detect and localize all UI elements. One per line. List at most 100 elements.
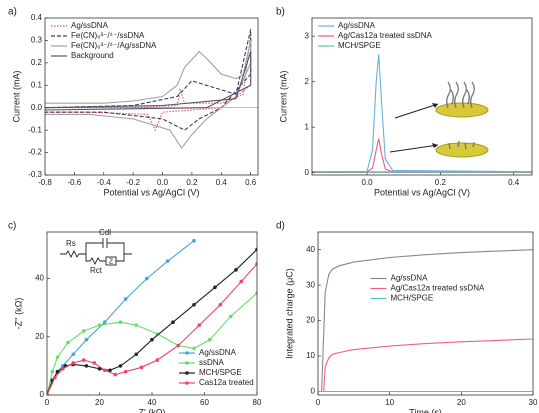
panel-label: b): [276, 7, 285, 18]
plot-area: [312, 54, 532, 173]
legend-label: MCH/SPGE: [338, 41, 381, 50]
electrode: [435, 142, 489, 158]
data-point: [197, 323, 202, 327]
data-point: [239, 279, 244, 284]
x-tick-label: 80: [253, 398, 262, 407]
x-axis-label: Potential vs Ag/AgCl (V): [103, 187, 199, 197]
x-tick-label: 0.4: [508, 178, 520, 187]
legend-marker: [185, 351, 189, 355]
legend-label: MCH/SPGE: [391, 294, 434, 303]
circuit: [60, 238, 132, 266]
x-tick-label: 0.2: [186, 178, 198, 187]
circuit-label: Cdl: [99, 228, 111, 237]
legend-marker: [185, 371, 189, 375]
legend-label: Cas12a treated: [199, 378, 254, 387]
legend-label: Fe(CN)₆³⁻/⁴⁻/Ag/ssDNA: [71, 41, 157, 50]
y-tick-label: 0: [305, 168, 310, 177]
data-point: [53, 375, 57, 380]
data-point: [218, 302, 223, 307]
x-tick-label: -0.8: [38, 178, 52, 187]
y-tick-label: 40: [35, 274, 44, 283]
circuit-label: Rct: [90, 266, 103, 275]
series-line: [318, 249, 533, 393]
data-point: [192, 302, 196, 307]
y-tick-label: 0: [311, 387, 316, 396]
x-axis-label: Potential vs Ag/AgCl (V): [374, 187, 470, 197]
axes-frame: [44, 17, 259, 176]
plot-area: [45, 29, 252, 150]
data-point: [60, 367, 65, 371]
illustration-sparse: [389, 140, 489, 158]
data-point: [81, 329, 86, 333]
circuit-label: Z: [109, 258, 114, 265]
axes-frame: [317, 231, 534, 396]
data-point: [192, 238, 196, 243]
x-tick-label: 20: [95, 398, 104, 407]
data-point: [165, 259, 170, 263]
y-tick-label: 30: [306, 280, 315, 289]
data-point: [155, 358, 160, 362]
x-axis-label: Z' (kΩ): [139, 407, 166, 413]
data-point: [92, 361, 97, 365]
resistor-rct: [85, 253, 132, 266]
data-point: [55, 369, 60, 374]
y-tick-label: 1: [305, 122, 310, 131]
x-tick-label: 20: [457, 398, 466, 407]
series-line: [312, 138, 532, 173]
arrow-head: [432, 143, 438, 148]
y-tick-label: -0.2: [28, 148, 42, 157]
data-point: [192, 346, 196, 351]
panel-label: c): [8, 221, 16, 232]
legend-label: Ag/Cas12a treated ssDNA: [391, 284, 485, 293]
x-tick-label: -0.6: [67, 178, 81, 187]
data-point: [50, 369, 55, 374]
x-tick-label: 0.0: [157, 178, 169, 187]
x-tick-label: 40: [148, 398, 157, 407]
x-tick-label: 60: [200, 398, 209, 407]
data-point: [118, 320, 123, 325]
x-tick-label: 0.6: [245, 178, 257, 187]
y-tick-label: 0.2: [31, 58, 43, 67]
arrow-head: [432, 103, 438, 108]
data-point: [134, 323, 139, 327]
circuit-label: Rs: [66, 239, 76, 248]
electrode: [435, 102, 489, 118]
data-point: [176, 343, 181, 348]
data-point: [207, 337, 212, 342]
data-point: [108, 368, 112, 373]
legend-label: MCH/SPGE: [199, 368, 242, 377]
data-point: [97, 323, 102, 327]
x-tick-label: -0.2: [126, 178, 140, 187]
arrow: [389, 144, 439, 153]
arrow: [394, 103, 439, 119]
y-tick-label: 0.4: [31, 13, 43, 22]
x-tick-label: -0.4: [97, 178, 111, 187]
resistor-rs: [60, 249, 86, 259]
illustration-dense: [394, 81, 489, 119]
series-line: [47, 263, 257, 395]
legend-label: Ag/ssDNA: [391, 274, 429, 283]
data-point: [71, 361, 76, 365]
y-tick-label: -0.3: [28, 170, 42, 179]
y-axis-label: Current (mA): [278, 70, 288, 122]
legend-label: Ag/ssDNA: [199, 348, 237, 357]
y-tick-label: 40: [306, 245, 315, 254]
dna-fragments: [448, 140, 475, 150]
data-point: [84, 337, 89, 342]
x-tick-label: 30: [529, 398, 538, 407]
y-tick-label: 2: [305, 77, 310, 86]
data-point: [139, 365, 144, 370]
impedance-box: [105, 256, 117, 266]
data-point: [255, 291, 257, 295]
legend-marker: [185, 361, 189, 365]
legend-label: Fe(CN)₆³⁻/⁴⁻/ssDNA: [71, 31, 145, 40]
y-tick-label: 10: [306, 351, 315, 360]
x-tick-label: 0.0: [361, 178, 373, 187]
y-axis-label: Integrated charge (μC): [284, 268, 294, 359]
y-tick-label: 0: [40, 390, 45, 399]
panel-label: d): [276, 221, 285, 232]
data-point: [144, 276, 149, 281]
plot-area: [318, 249, 533, 393]
data-point: [123, 369, 128, 374]
